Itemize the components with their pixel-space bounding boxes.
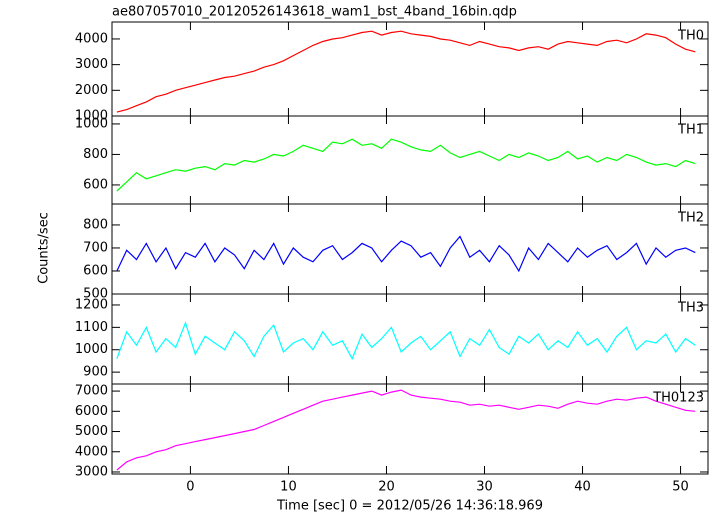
series-label: TH2 <box>677 211 704 226</box>
y-tick-label: 700 <box>83 240 108 255</box>
y-axis-label: Counts/sec <box>37 212 52 284</box>
panel-frame <box>111 383 709 475</box>
y-tick-label: 7000 <box>75 384 108 399</box>
y-tick-label: 3000 <box>75 464 108 479</box>
y-tick-label: 4000 <box>75 31 108 46</box>
chart-title: ae807057010_20120526143618_wam1_bst_4ban… <box>112 5 517 20</box>
y-tick-label: 1000 <box>75 109 108 124</box>
panel-frame <box>111 293 709 385</box>
light-curve <box>116 321 696 361</box>
series-label: TH0 <box>677 29 704 44</box>
x-tick-label: 50 <box>672 480 689 495</box>
y-tick-label: 500 <box>83 287 108 302</box>
light-curve <box>116 30 696 113</box>
series-label: TH0123 <box>652 391 704 406</box>
x-tick-label: 20 <box>378 480 395 495</box>
y-tick-label: 1000 <box>75 116 108 131</box>
y-tick-label: 900 <box>83 365 108 380</box>
x-tick-label: 0 <box>186 480 194 495</box>
x-tick-label: 40 <box>574 480 591 495</box>
panel-frame <box>111 21 709 117</box>
y-tick-label: 6000 <box>75 404 108 419</box>
y-tick-label: 2000 <box>75 83 108 98</box>
y-tick-label: 3000 <box>75 57 108 72</box>
y-tick-label: 5000 <box>75 424 108 439</box>
y-tick-label: 1000 <box>75 342 108 357</box>
y-tick-label: 1100 <box>75 320 108 335</box>
light-curve <box>116 138 696 192</box>
y-tick-label: 800 <box>83 217 108 232</box>
y-tick-label: 800 <box>83 147 108 162</box>
x-tick-label: 10 <box>280 480 297 495</box>
light-curve <box>116 235 696 273</box>
y-tick-label: 1200 <box>75 297 108 312</box>
x-axis-label: Time [sec] 0 = 2012/05/26 14:36:18.969 <box>276 499 543 514</box>
y-tick-label: 600 <box>83 263 108 278</box>
y-tick-label: 600 <box>83 177 108 192</box>
y-tick-label: 4000 <box>75 444 108 459</box>
series-label: TH3 <box>677 301 704 316</box>
light-curve <box>116 389 696 471</box>
series-label: TH1 <box>677 123 704 138</box>
x-tick-label: 30 <box>476 480 493 495</box>
